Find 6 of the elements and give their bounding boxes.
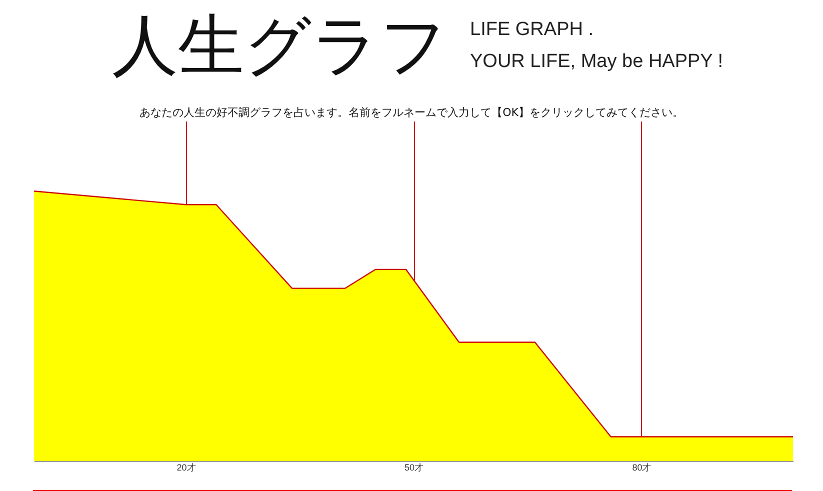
text: あなたの人生の好不調グラフを占います。名前をフルネームで入力して【OK】をクリックしてみてください。 (138, 105, 684, 121)
chart-subtitle: LIFE GRAPH . YOUR LIFE, May be HAPPY ! (470, 18, 724, 74)
x-tick-label: 80才 (632, 462, 652, 472)
x-tick-label: 50才 (404, 462, 424, 472)
x-tick-label: 20才 (176, 462, 196, 472)
chart-title: 人生グラフ (112, 6, 448, 86)
